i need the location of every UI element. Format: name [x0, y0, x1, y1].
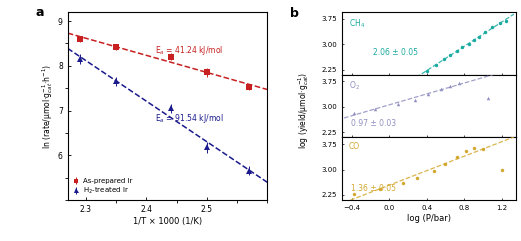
Text: b: b — [290, 7, 299, 20]
Text: O$_2$: O$_2$ — [349, 80, 360, 92]
Text: 1.36 ± 0.05: 1.36 ± 0.05 — [351, 184, 396, 193]
Text: 2.06 ± 0.05: 2.06 ± 0.05 — [374, 48, 418, 57]
Text: E$_a$ = 41.24 kJ/mol: E$_a$ = 41.24 kJ/mol — [155, 44, 224, 57]
X-axis label: 1/T × 1000 (1/K): 1/T × 1000 (1/K) — [133, 217, 202, 226]
Text: 0.97 ± 0.03: 0.97 ± 0.03 — [351, 119, 396, 128]
Text: CO: CO — [349, 142, 360, 151]
Y-axis label: ln (rate/μmol·g$_{cat}^{-1}$·h$^{-1}$): ln (rate/μmol·g$_{cat}^{-1}$·h$^{-1}$) — [40, 63, 55, 149]
Text: E$_a$ = 91.54 kJ/mol: E$_a$ = 91.54 kJ/mol — [155, 112, 224, 125]
Text: a: a — [36, 7, 44, 20]
Text: CH$_4$: CH$_4$ — [349, 17, 365, 30]
Text: log (yield/μmol·g$_{cat}^{-1}$): log (yield/μmol·g$_{cat}^{-1}$) — [296, 72, 311, 149]
Legend: As-prepared Ir, H$_2$-treated Ir: As-prepared Ir, H$_2$-treated Ir — [71, 178, 133, 197]
X-axis label: log (P/bar): log (P/bar) — [407, 214, 451, 223]
